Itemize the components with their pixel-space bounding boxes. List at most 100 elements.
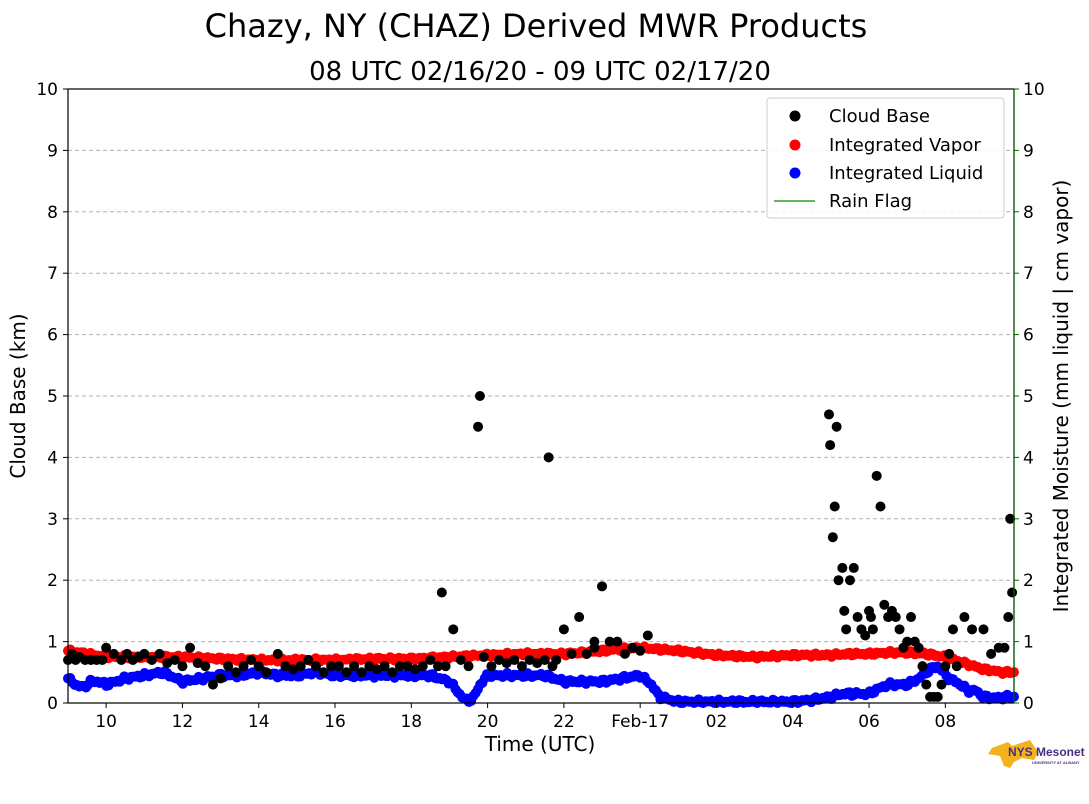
- chart-title: Chazy, NY (CHAZ) Derived MWR Products: [205, 7, 868, 45]
- cloud-base-point: [387, 667, 398, 678]
- legend-label-integrated-liquid: Integrated Liquid: [829, 163, 983, 184]
- cloud-base-point: [841, 624, 852, 635]
- logo-text: NYS Mesonet: [1008, 745, 1085, 759]
- cloud-base-point: [516, 661, 527, 672]
- y-tick-label: 8: [47, 203, 58, 223]
- cloud-base-point: [902, 636, 913, 647]
- cloud-base-point: [97, 655, 108, 666]
- cloud-base-point: [448, 624, 459, 635]
- cloud-base-point: [272, 648, 283, 659]
- cloud-base-point: [162, 658, 173, 669]
- cloud-base-point: [261, 667, 272, 678]
- y-tick-label: 3: [47, 510, 58, 530]
- cloud-base-point: [944, 648, 955, 659]
- cloud-base-point: [833, 575, 844, 586]
- cloud-base-point: [940, 661, 951, 672]
- cloud-base-point: [635, 645, 646, 656]
- cloud-base-point: [280, 661, 291, 672]
- y-tick-label-right: 10: [1023, 80, 1045, 100]
- cloud-base-point: [932, 691, 943, 702]
- x-tick-label: 12: [172, 712, 194, 732]
- y-tick-label-right: 9: [1023, 141, 1034, 161]
- cloud-base-point: [473, 421, 484, 432]
- series-integrated-liquid: [63, 661, 1019, 708]
- cloud-base-point: [947, 624, 958, 635]
- y-ticks-left: 0 1 2 3 4 5 6 7 8 9 10: [36, 80, 68, 714]
- cloud-base-point: [879, 599, 890, 610]
- cloud-base-point: [1005, 513, 1016, 524]
- cloud-base-point: [959, 612, 970, 623]
- cloud-base-point: [551, 655, 562, 666]
- cloud-base-point: [936, 679, 947, 690]
- cloud-base-point: [364, 661, 375, 672]
- legend-marker-integrated-liquid: [789, 167, 801, 179]
- y-tick-label: 9: [47, 141, 58, 161]
- y-tick-label-right: 0: [1023, 694, 1034, 714]
- legend-marker-cloud-base: [789, 110, 801, 122]
- cloud-base-point: [295, 661, 306, 672]
- legend-label-integrated-vapor: Integrated Vapor: [829, 135, 981, 156]
- cloud-base-point: [574, 612, 585, 623]
- cloud-base-point: [349, 661, 360, 672]
- y-tick-label: 4: [47, 448, 58, 468]
- x-tick-label: 22: [553, 712, 575, 732]
- x-tick-label: Feb-17: [611, 712, 669, 732]
- cloud-base-point: [875, 501, 886, 512]
- cloud-base-point: [604, 636, 615, 647]
- cloud-base-point: [402, 661, 413, 672]
- x-tick-label: 06: [858, 712, 880, 732]
- cloud-base-point: [486, 661, 497, 672]
- cloud-base-point: [839, 605, 850, 616]
- cloud-base-point: [154, 648, 165, 659]
- cloud-base-point: [288, 664, 299, 675]
- cloud-base-point: [341, 667, 352, 678]
- y-ticks-right: 0 1 2 3 4 5 6 7 8 9 10: [1014, 80, 1045, 714]
- cloud-base-point: [139, 648, 150, 659]
- cloud-base-point: [951, 661, 962, 672]
- cloud-base-point: [589, 642, 600, 653]
- cloud-base-point: [101, 642, 112, 653]
- cloud-base-point: [425, 655, 436, 666]
- cloud-base-point: [860, 630, 871, 641]
- y-tick-label-right: 5: [1023, 387, 1034, 407]
- cloud-base-point: [108, 648, 119, 659]
- cloud-base-point: [906, 612, 917, 623]
- y-tick-label-right: 1: [1023, 633, 1034, 653]
- cloud-base-point: [501, 658, 512, 669]
- nys-mesonet-logo: NYS Mesonet UNIVERSITY AT ALBANY: [988, 740, 1085, 768]
- x-ticks: 10 12 14 16 18 20 22 Feb-17 02 04 06 08: [95, 703, 956, 732]
- legend-label-rain-flag: Rain Flag: [829, 191, 912, 212]
- x-tick-label: 18: [400, 712, 422, 732]
- cloud-base-point: [867, 624, 878, 635]
- cloud-base-point: [509, 655, 520, 666]
- cloud-base-point: [978, 624, 989, 635]
- cloud-base-point: [230, 667, 241, 678]
- cloud-base-point: [823, 409, 834, 420]
- cloud-base-point: [597, 581, 608, 592]
- cloud-base-point: [238, 661, 249, 672]
- y-tick-label: 2: [47, 571, 58, 591]
- cloud-base-point: [215, 673, 226, 684]
- cloud-base-point: [848, 562, 859, 573]
- cloud-base-point: [440, 661, 451, 672]
- y-tick-label-right: 8: [1023, 203, 1034, 223]
- x-tick-label: 14: [248, 712, 270, 732]
- series-cloud-base: [63, 391, 1018, 702]
- cloud-base-point: [253, 661, 264, 672]
- cloud-base-point: [318, 667, 329, 678]
- cloud-base-point: [837, 562, 848, 573]
- legend: Cloud Base Integrated Vapor Integrated L…: [766, 97, 1005, 219]
- cloud-base-point: [192, 658, 203, 669]
- y-axis-label: Cloud Base (km): [6, 313, 30, 478]
- x-tick-label: 16: [324, 712, 346, 732]
- x-tick-label: 10: [95, 712, 117, 732]
- cloud-base-point: [894, 624, 905, 635]
- cloud-base-point: [829, 501, 840, 512]
- cloud-base-point: [999, 642, 1010, 653]
- cloud-base-point: [865, 612, 876, 623]
- cloud-base-point: [831, 421, 842, 432]
- cloud-base-point: [539, 655, 550, 666]
- cloud-base-point: [967, 624, 978, 635]
- x-tick-label: 20: [477, 712, 499, 732]
- legend-box: [766, 97, 1005, 219]
